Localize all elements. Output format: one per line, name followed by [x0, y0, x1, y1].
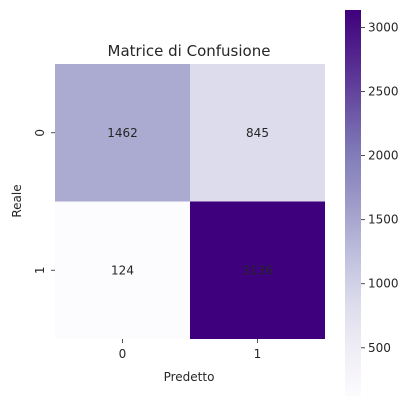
colorbar-tick-label: 1500	[368, 213, 399, 227]
heatmap-cells: 1462 845 124 3136	[55, 64, 325, 339]
cell-value-label: 124	[111, 263, 134, 277]
y-axis-label: Reale	[10, 184, 24, 217]
colorbar: 500 1000 1500 2000 2500 3000	[345, 10, 399, 396]
x-tick-label: 0	[119, 347, 127, 361]
chart-title: Matrice di Confusione	[108, 42, 271, 60]
colorbar-tick-label: 3000	[368, 20, 399, 34]
y-tick-label: 1	[33, 266, 47, 274]
x-axis-label: Predetto	[164, 370, 215, 384]
heatmap-cell	[55, 201, 190, 339]
cell-value-label: 845	[246, 126, 269, 140]
cell-value-label: 3136	[242, 263, 273, 277]
colorbar-gradient	[345, 10, 361, 396]
colorbar-tick-label: 2000	[368, 149, 399, 163]
colorbar-tick-label: 2500	[368, 85, 399, 99]
x-tick-label: 1	[254, 347, 262, 361]
heatmap-cell	[55, 64, 190, 202]
heatmap-cell	[190, 201, 325, 339]
colorbar-tick-label: 1000	[368, 277, 399, 291]
y-axis: 01	[33, 129, 55, 274]
y-tick-label: 0	[33, 129, 47, 137]
heatmap-cell	[190, 64, 325, 202]
colorbar-tick-label: 500	[368, 341, 391, 355]
cell-value-label: 1462	[107, 126, 138, 140]
